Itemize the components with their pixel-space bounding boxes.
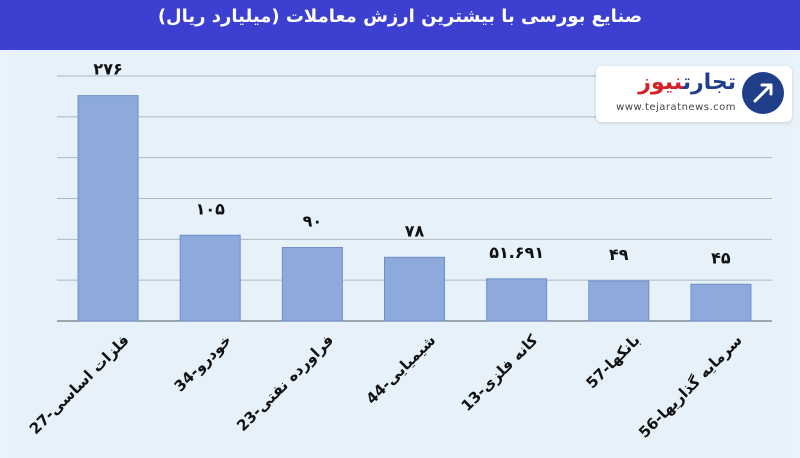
data-label: ۴۹ — [609, 245, 629, 264]
title-bar — [0, 0, 800, 50]
category-label: 23-فراورده نفتی — [233, 331, 337, 435]
bar — [486, 278, 548, 322]
data-label: ۴۵ — [711, 248, 731, 267]
bar — [690, 283, 752, 322]
bar — [588, 280, 650, 322]
data-label: ۹۰ — [303, 212, 323, 231]
bar — [179, 234, 241, 322]
category-label: 44-شیمیایی — [362, 331, 439, 408]
bar — [281, 247, 343, 322]
chart-title: صنایع بورسی با بیشترین ارزش معاملات (میل… — [157, 6, 643, 27]
logo-mark-icon — [742, 72, 784, 114]
data-label: ۱۰۵ — [196, 199, 226, 218]
logo-name-part2: نیوز — [638, 70, 683, 95]
bar — [384, 256, 445, 322]
logo-url: www.tejaratnews.com — [616, 102, 736, 113]
tejarat-news-logo: تجارتنیوز www.tejaratnews.com — [596, 66, 792, 122]
bar — [77, 95, 139, 322]
category-label: 57-بانکها — [583, 331, 644, 392]
logo-name: تجارتنیوز — [638, 70, 736, 95]
category-label: 27-فلزات اساسی — [26, 331, 133, 438]
data-label: ۵۱.۶۹۱ — [489, 243, 544, 262]
logo-name-part1: تجارت — [682, 70, 736, 95]
data-label: ۲۷۶ — [93, 60, 122, 79]
category-label: 13-کانه فلزی — [458, 331, 542, 415]
category-label: 34-خودرو — [171, 331, 235, 395]
category-label: 56-سرمایه گذاریها — [635, 331, 746, 442]
data-label: ۷۸ — [405, 221, 425, 240]
